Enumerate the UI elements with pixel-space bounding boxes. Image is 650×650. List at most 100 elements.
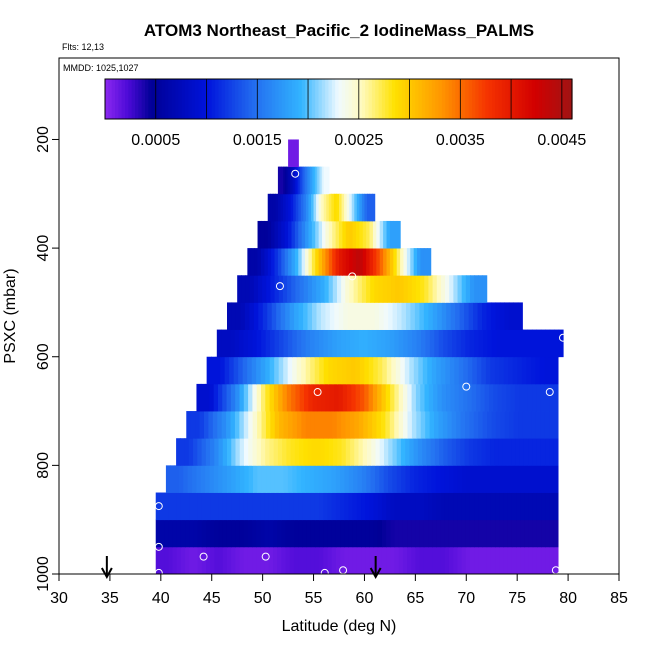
heatmap-cell xyxy=(513,411,519,439)
colorbar-cell xyxy=(295,79,300,119)
heatmap-cell xyxy=(532,546,538,574)
heatmap-cell xyxy=(365,546,370,574)
colorbar-cell xyxy=(511,79,516,119)
heatmap-cell xyxy=(478,546,484,574)
colorbar-cell xyxy=(368,79,373,119)
heatmap-cell xyxy=(290,193,294,222)
heatmap-cell xyxy=(210,546,215,574)
heatmap-cell xyxy=(446,302,452,330)
heatmap-cell xyxy=(497,383,503,412)
heatmap-cell xyxy=(357,275,363,303)
heatmap-cell xyxy=(203,411,209,439)
heatmap-cell xyxy=(176,492,182,521)
colorbar-frame xyxy=(104,78,573,120)
heatmap-cell xyxy=(472,356,478,385)
heatmap-cell xyxy=(509,329,515,358)
heatmap-cell xyxy=(500,329,506,358)
heatmap-cell xyxy=(234,411,240,439)
heatmap-cell xyxy=(507,546,513,574)
colorbar-cell xyxy=(365,79,370,119)
heatmap-cell xyxy=(494,356,500,385)
heatmap-cell xyxy=(176,438,181,466)
colorbar-tick-label: 0.0025 xyxy=(334,132,383,149)
heatmap-cell xyxy=(501,383,507,412)
heatmap-cell xyxy=(486,546,492,574)
heatmap-cell xyxy=(314,356,320,385)
heatmap-cell xyxy=(168,492,174,521)
heatmap-cell xyxy=(558,329,564,358)
heatmap-cell xyxy=(239,492,245,521)
heatmap-cell xyxy=(311,166,315,195)
heatmap-cell xyxy=(270,275,276,303)
heatmap-cell xyxy=(291,383,297,412)
heatmap-cell xyxy=(227,302,233,330)
heatmap-cell xyxy=(520,519,525,548)
heatmap-cell xyxy=(325,248,330,276)
heatmap-cell xyxy=(435,465,441,493)
heatmap-cell xyxy=(440,492,446,521)
heatmap-cell xyxy=(260,546,266,574)
heatmap-cell xyxy=(374,275,380,303)
heatmap-cell xyxy=(452,329,458,358)
heatmap-cell xyxy=(249,275,255,303)
heatmap-cell xyxy=(301,166,304,195)
heatmap-cell xyxy=(345,329,351,358)
heatmap-cell xyxy=(291,166,294,195)
heatmap-cell xyxy=(495,411,501,439)
heatmap-cell xyxy=(415,492,421,521)
colorbar-cell xyxy=(518,79,523,119)
heatmap-cell xyxy=(345,220,350,249)
heatmap-cell xyxy=(318,193,322,222)
heatmap-cell xyxy=(549,411,555,439)
heatmap-cell xyxy=(354,193,358,222)
heatmap-cell xyxy=(231,492,236,521)
heatmap-cell xyxy=(536,492,542,521)
heatmap-cell xyxy=(193,546,199,574)
heatmap-cell xyxy=(407,519,412,548)
heatmap-cell xyxy=(336,329,342,358)
heatmap-cell xyxy=(349,220,354,249)
heatmap-cell xyxy=(277,220,282,249)
heatmap-cell xyxy=(422,356,428,385)
colorbar-cell xyxy=(211,79,216,119)
heatmap-cell xyxy=(358,411,364,439)
heatmap-cell xyxy=(370,465,376,493)
heatmap-cell xyxy=(394,411,400,439)
heatmap-cell xyxy=(469,411,475,439)
heatmap-cell xyxy=(349,329,356,358)
heatmap-cell xyxy=(514,383,520,412)
heatmap-cell xyxy=(295,383,301,412)
heatmap-cell xyxy=(536,465,542,493)
heatmap-cell xyxy=(386,248,391,276)
heatmap-cell xyxy=(444,465,450,493)
heatmap-cell xyxy=(230,329,236,358)
heatmap-cell xyxy=(344,465,350,493)
heatmap-cell xyxy=(479,465,485,493)
heatmap-cell xyxy=(325,166,328,195)
heatmap-cell xyxy=(267,248,272,276)
x-tick-label: 35 xyxy=(101,590,119,607)
colorbar-cell xyxy=(218,79,223,119)
heatmap-cell xyxy=(520,546,525,574)
heatmap-cell xyxy=(324,275,330,303)
heatmap-cell xyxy=(374,465,380,493)
heatmap-cell xyxy=(365,302,371,330)
heatmap-cell xyxy=(443,438,449,466)
heatmap-cell xyxy=(251,356,257,385)
colorbar-cell xyxy=(331,79,336,119)
heatmap-cell xyxy=(454,356,460,385)
heatmap-cell xyxy=(341,329,347,358)
colorbar-cell xyxy=(265,79,270,119)
heatmap-cell xyxy=(367,411,373,439)
heatmap-cell xyxy=(283,193,287,222)
heatmap-cell xyxy=(535,411,541,439)
heatmap-cell xyxy=(465,411,471,439)
heatmap-cell xyxy=(481,438,487,466)
heatmap-cell xyxy=(423,519,429,548)
heatmap-cell xyxy=(486,519,492,548)
heatmap-cell xyxy=(495,519,500,548)
heatmap-cell xyxy=(389,329,395,358)
heatmap-cell xyxy=(311,438,317,466)
heatmap-cell xyxy=(320,275,326,303)
heatmap-cell xyxy=(226,546,232,574)
